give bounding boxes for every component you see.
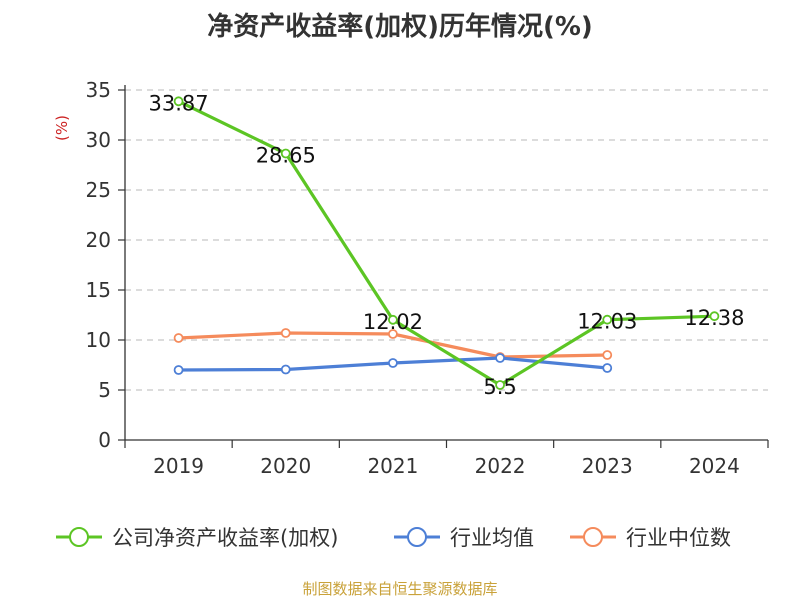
chart-title: 净资产收益率(加权)历年情况(%) (207, 12, 593, 42)
point-s0-2020 (280, 148, 291, 159)
axes: 0 5 10 15 20 25 30 35 (%) 2019 2020 2021 2022 2023 202… (53, 78, 769, 478)
series-line-0 (177, 99, 715, 387)
legend-label-2: 行业中位数 (626, 526, 731, 550)
data-label-2023: 12.03 (577, 310, 637, 334)
point-s1-2022 (495, 353, 505, 363)
point-s2-2021 (388, 329, 398, 339)
x-tick-label-2019: 2019 (153, 454, 204, 478)
data-label-2022: 5.5 (483, 375, 516, 399)
point-s1-2023 (602, 363, 613, 373)
point-s1-2021 (388, 358, 398, 368)
point-s1-2020 (280, 364, 291, 375)
point-s1-2019 (173, 365, 184, 375)
legend-marker-1 (407, 527, 427, 547)
y-tick-label-25: 25 (86, 178, 111, 202)
point-s2-2020 (280, 328, 291, 338)
legend-marker-0 (69, 527, 89, 547)
y-axis-unit-label: (%) (53, 115, 71, 141)
y-tick-label-5: 5 (98, 378, 111, 402)
legend-label-0: 公司净资产收益率(加权) (112, 526, 338, 550)
series-lines (173, 96, 720, 390)
point-s0-2023 (602, 314, 613, 325)
y-tick-label-35: 35 (86, 78, 111, 102)
point-s0-2024 (709, 311, 720, 322)
legend-label-1: 行业均值 (450, 526, 534, 550)
y-tick-label-10: 10 (86, 328, 111, 352)
point-s2-2023 (602, 350, 613, 360)
source-note: 制图数据来自恒生聚源数据库 (302, 580, 498, 598)
legend: 公司净资产收益率(加权) 行业均值 行业中位数 (56, 526, 731, 550)
x-tick-label-2020: 2020 (260, 454, 311, 478)
data-label-2021: 12.02 (363, 310, 423, 334)
x-tick-label-2024: 2024 (689, 454, 740, 478)
point-s2-2019 (173, 333, 184, 343)
x-tick-label-2021: 2021 (367, 454, 418, 478)
data-labels: 33.87 28.65 12.02 5.5 12.03 12.38 (149, 91, 745, 399)
x-tick-label-2022: 2022 (475, 454, 526, 478)
y-tick-label-15: 15 (86, 278, 111, 302)
grid-lines (125, 89, 768, 391)
y-tick-label-30: 30 (86, 128, 111, 152)
point-s0-2019 (173, 96, 184, 107)
data-label-2020: 28.65 (256, 144, 316, 168)
data-label-2024: 12.38 (684, 306, 744, 330)
legend-marker-2 (583, 527, 603, 547)
point-s0-2021 (388, 314, 398, 325)
point-s0-2022 (495, 380, 505, 390)
y-tick-label-0: 0 (98, 428, 111, 452)
y-tick-label-20: 20 (86, 228, 111, 252)
x-tick-label-2023: 2023 (582, 454, 633, 478)
data-label-2019: 33.87 (149, 91, 209, 115)
